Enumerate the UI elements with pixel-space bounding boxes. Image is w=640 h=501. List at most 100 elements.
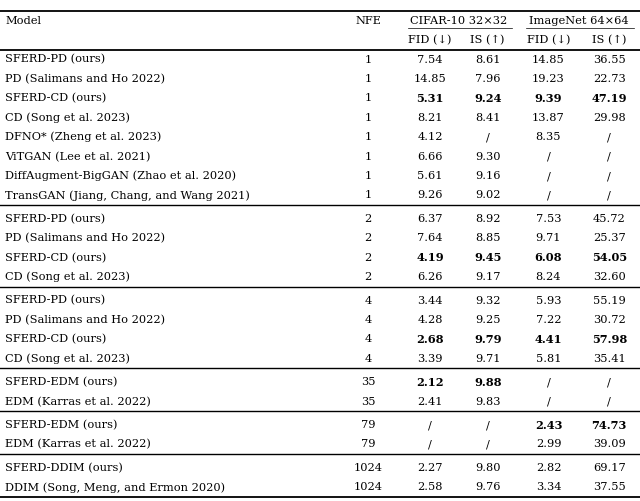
Text: 7.22: 7.22 (536, 315, 561, 325)
Text: DiffAugment-BigGAN (Zhao et al. 2020): DiffAugment-BigGAN (Zhao et al. 2020) (5, 171, 236, 181)
Text: 14.85: 14.85 (413, 74, 447, 84)
Text: 4: 4 (364, 296, 372, 306)
Text: 9.26: 9.26 (417, 190, 443, 200)
Text: 2.41: 2.41 (417, 397, 443, 407)
Text: 36.55: 36.55 (593, 55, 626, 65)
Text: 9.45: 9.45 (474, 252, 501, 263)
Text: 29.98: 29.98 (593, 113, 626, 123)
Text: 1: 1 (364, 93, 372, 103)
Text: CIFAR-10 32×32: CIFAR-10 32×32 (410, 16, 508, 26)
Text: 2: 2 (364, 214, 372, 224)
Text: 3.39: 3.39 (417, 354, 443, 364)
Text: 2.27: 2.27 (417, 463, 443, 473)
Text: 8.41: 8.41 (475, 113, 500, 123)
Text: 6.08: 6.08 (535, 252, 562, 263)
Text: 4: 4 (364, 315, 372, 325)
Text: SFERD-CD (ours): SFERD-CD (ours) (5, 334, 106, 345)
Text: 1: 1 (364, 190, 372, 200)
Text: /: / (547, 152, 550, 162)
Text: CD (Song et al. 2023): CD (Song et al. 2023) (5, 272, 130, 283)
Text: 6.37: 6.37 (417, 214, 443, 224)
Text: 9.24: 9.24 (474, 93, 501, 104)
Text: ViTGAN (Lee et al. 2021): ViTGAN (Lee et al. 2021) (5, 151, 150, 162)
Text: 14.85: 14.85 (532, 55, 565, 65)
Text: 74.73: 74.73 (591, 419, 627, 430)
Text: 2.43: 2.43 (535, 419, 562, 430)
Text: 7.53: 7.53 (536, 214, 561, 224)
Text: 9.76: 9.76 (475, 482, 500, 492)
Text: 4.28: 4.28 (417, 315, 443, 325)
Text: SFERD-EDM (ours): SFERD-EDM (ours) (5, 420, 118, 430)
Text: Model: Model (5, 16, 41, 26)
Text: SFERD-PD (ours): SFERD-PD (ours) (5, 214, 106, 224)
Text: /: / (486, 420, 490, 430)
Text: /: / (547, 377, 550, 387)
Text: /: / (607, 397, 611, 407)
Text: 30.72: 30.72 (593, 315, 626, 325)
Text: FID (↓): FID (↓) (527, 35, 570, 45)
Text: 8.24: 8.24 (536, 272, 561, 282)
Text: 57.98: 57.98 (591, 334, 627, 345)
Text: 4.12: 4.12 (417, 132, 443, 142)
Text: 9.80: 9.80 (475, 463, 500, 473)
Text: 9.39: 9.39 (535, 93, 562, 104)
Text: 19.23: 19.23 (532, 74, 565, 84)
Text: 35.41: 35.41 (593, 354, 626, 364)
Text: DDIM (Song, Meng, and Ermon 2020): DDIM (Song, Meng, and Ermon 2020) (5, 482, 225, 492)
Text: 5.31: 5.31 (417, 93, 444, 104)
Text: 9.32: 9.32 (475, 296, 500, 306)
Text: NFE: NFE (355, 16, 381, 26)
Text: 55.19: 55.19 (593, 296, 626, 306)
Text: /: / (547, 397, 550, 407)
Text: 9.16: 9.16 (475, 171, 500, 181)
Text: 1: 1 (364, 113, 372, 123)
Text: SFERD-PD (ours): SFERD-PD (ours) (5, 296, 106, 306)
Text: 1: 1 (364, 132, 372, 142)
Text: /: / (547, 171, 550, 181)
Text: SFERD-PD (ours): SFERD-PD (ours) (5, 55, 106, 65)
Text: 37.55: 37.55 (593, 482, 626, 492)
Text: 1: 1 (364, 171, 372, 181)
Text: 3.44: 3.44 (417, 296, 443, 306)
Text: 6.26: 6.26 (417, 272, 443, 282)
Text: SFERD-CD (ours): SFERD-CD (ours) (5, 253, 106, 263)
Text: /: / (607, 171, 611, 181)
Text: 2.68: 2.68 (417, 334, 444, 345)
Text: 8.21: 8.21 (417, 113, 443, 123)
Text: 9.17: 9.17 (475, 272, 500, 282)
Text: 4.41: 4.41 (534, 334, 563, 345)
Text: 5.93: 5.93 (536, 296, 561, 306)
Text: 35: 35 (361, 397, 375, 407)
Text: /: / (607, 152, 611, 162)
Text: /: / (428, 439, 432, 449)
Text: IS (↑): IS (↑) (592, 35, 627, 45)
Text: 7.54: 7.54 (417, 55, 443, 65)
Text: SFERD-DDIM (ours): SFERD-DDIM (ours) (5, 463, 123, 473)
Text: 1: 1 (364, 55, 372, 65)
Text: 2.82: 2.82 (536, 463, 561, 473)
Text: 9.71: 9.71 (475, 354, 500, 364)
Text: SFERD-EDM (ours): SFERD-EDM (ours) (5, 377, 118, 387)
Text: 5.61: 5.61 (417, 171, 443, 181)
Text: 2.99: 2.99 (536, 439, 561, 449)
Text: 2: 2 (364, 272, 372, 282)
Text: TransGAN (Jiang, Chang, and Wang 2021): TransGAN (Jiang, Chang, and Wang 2021) (5, 190, 250, 201)
Text: 13.87: 13.87 (532, 113, 565, 123)
Text: FID (↓): FID (↓) (408, 35, 452, 45)
Text: 1024: 1024 (353, 482, 383, 492)
Text: 9.02: 9.02 (475, 190, 500, 200)
Text: PD (Salimans and Ho 2022): PD (Salimans and Ho 2022) (5, 74, 165, 84)
Text: 35: 35 (361, 377, 375, 387)
Text: 6.66: 6.66 (417, 152, 443, 162)
Text: 9.25: 9.25 (475, 315, 500, 325)
Text: /: / (428, 420, 432, 430)
Text: 7.96: 7.96 (475, 74, 500, 84)
Text: 54.05: 54.05 (592, 252, 627, 263)
Text: 9.83: 9.83 (475, 397, 500, 407)
Text: PD (Salimans and Ho 2022): PD (Salimans and Ho 2022) (5, 315, 165, 325)
Text: 9.30: 9.30 (475, 152, 500, 162)
Text: 1: 1 (364, 152, 372, 162)
Text: EDM (Karras et al. 2022): EDM (Karras et al. 2022) (5, 396, 151, 407)
Text: 8.61: 8.61 (475, 55, 500, 65)
Text: 7.64: 7.64 (417, 233, 443, 243)
